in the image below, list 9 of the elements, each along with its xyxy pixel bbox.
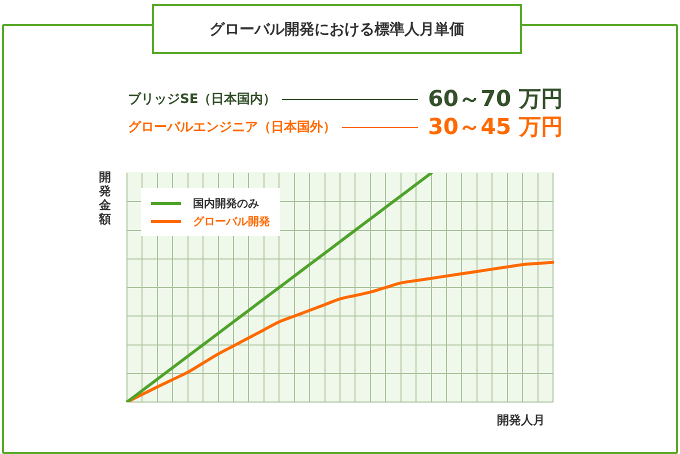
text: 30～45 万円 [428,114,563,142]
y-axis-title: 開発金額 [98,170,112,226]
legend-label: 国内開発のみ [193,196,259,210]
chart-title: グローバル開発における標準人月単価 [152,4,522,54]
text: 60～70 万円 [428,86,563,114]
legend-label: グローバル開発 [193,214,270,228]
x-axis-title: 開発人月 [497,412,545,429]
text: ブリッジSE（日本国内） [128,90,276,108]
text: グローバルエンジニア（日本国外） [128,119,336,136]
